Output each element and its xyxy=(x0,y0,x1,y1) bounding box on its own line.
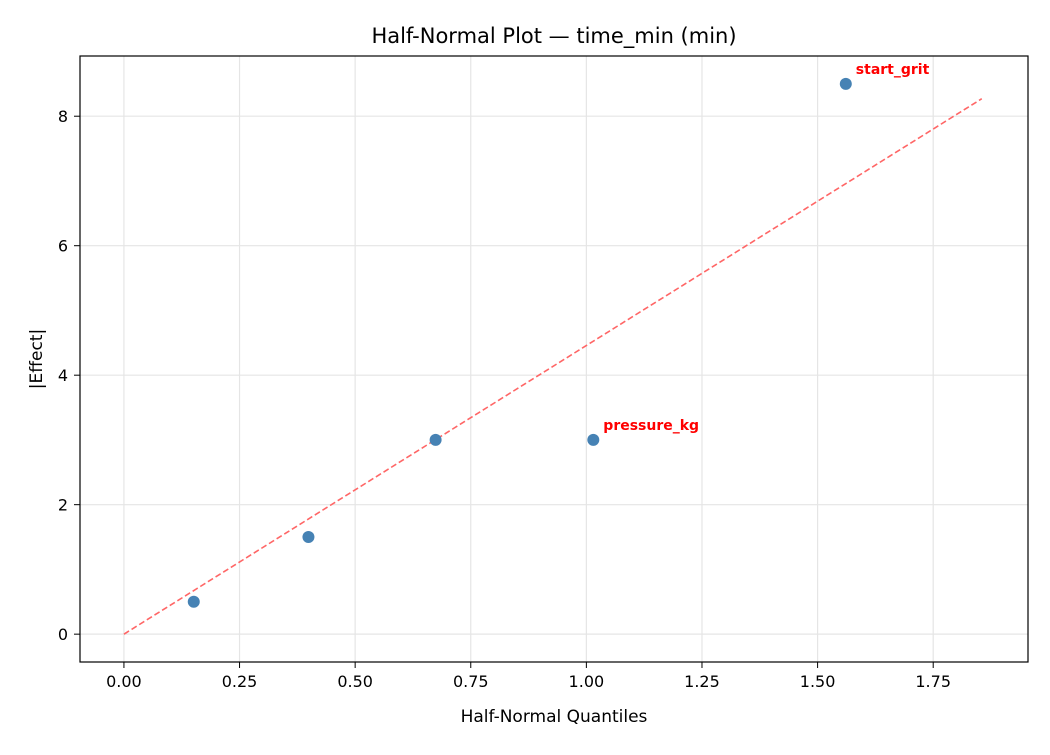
plot-frame xyxy=(79,55,1029,663)
point-label: pressure_kg xyxy=(603,418,699,434)
chart-title: Half-Normal Plot — time_min (min) xyxy=(371,24,736,49)
x-tick-label: 0.00 xyxy=(106,672,142,691)
x-tick-label: 1.50 xyxy=(800,672,836,691)
x-tick-label: 0.75 xyxy=(453,672,489,691)
y-tick-label: 4 xyxy=(58,366,68,385)
y-tick-label: 0 xyxy=(58,625,68,644)
y-tick-label: 6 xyxy=(58,237,68,256)
x-tick-label: 0.25 xyxy=(222,672,258,691)
data-point xyxy=(302,531,315,544)
data-point xyxy=(839,77,852,90)
x-tick-label: 0.50 xyxy=(337,672,373,691)
point-label: start_grit xyxy=(856,62,930,78)
x-tick-label: 1.25 xyxy=(684,672,720,691)
x-tick-label: 1.75 xyxy=(915,672,951,691)
y-tick-label: 2 xyxy=(58,496,68,515)
grid xyxy=(80,56,1028,662)
data-point xyxy=(429,433,442,446)
reference-line xyxy=(123,98,983,635)
data-point xyxy=(187,595,200,608)
points: pressure_kg start_grit xyxy=(187,62,930,608)
y-ticks: 0 2 4 6 8 xyxy=(58,107,80,644)
y-tick-label: 8 xyxy=(58,107,68,126)
x-tick-label: 1.00 xyxy=(569,672,605,691)
x-ticks: 0.00 0.25 0.50 0.75 1.00 1.25 1.50 1.75 xyxy=(106,662,951,691)
data-point xyxy=(587,433,600,446)
x-axis-label: Half-Normal Quantiles xyxy=(461,707,648,727)
y-axis-label: |Effect| xyxy=(27,329,47,389)
